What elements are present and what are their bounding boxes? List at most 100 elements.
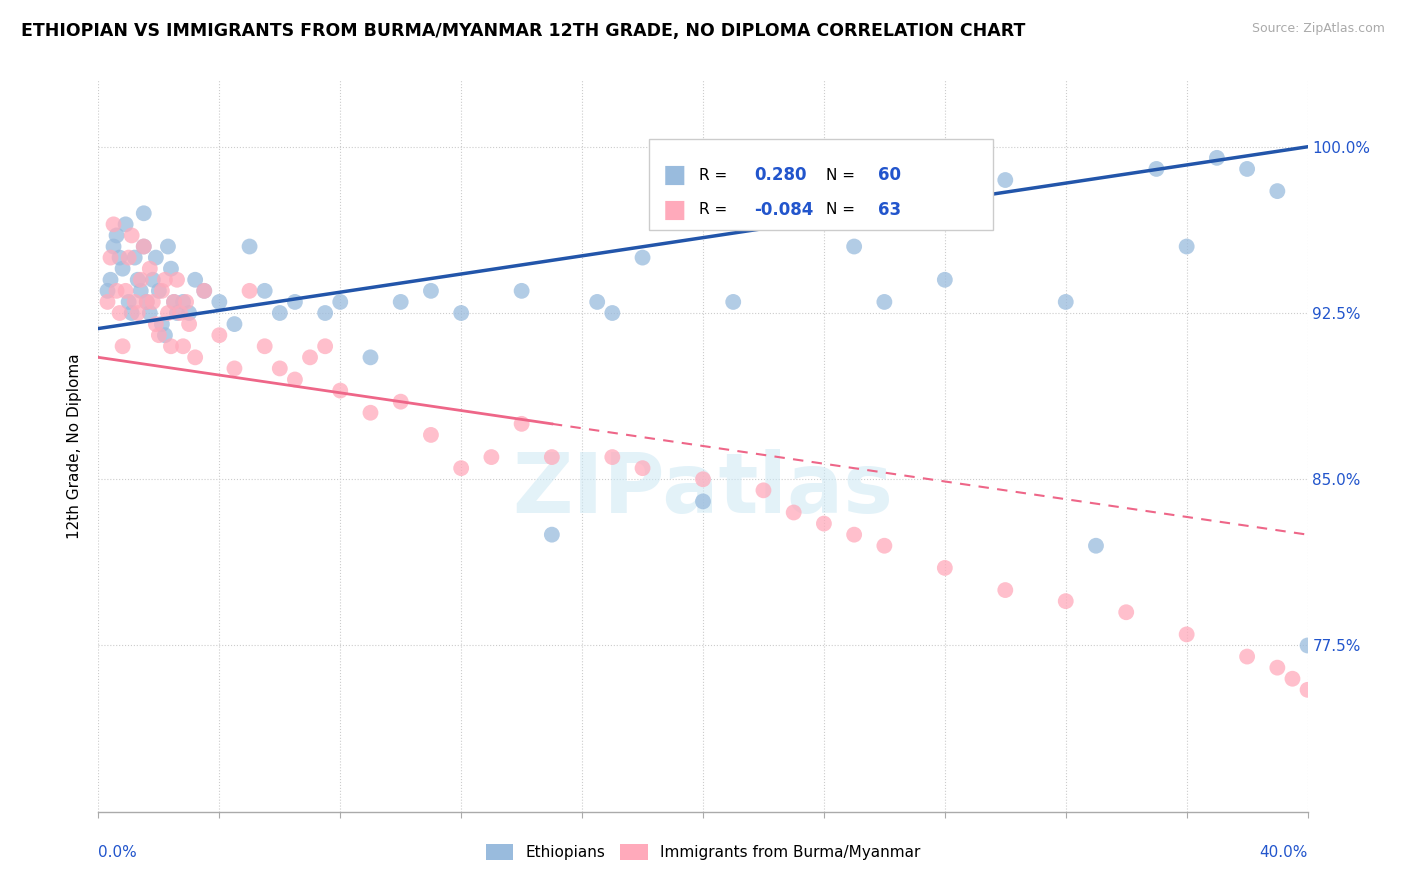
Text: ETHIOPIAN VS IMMIGRANTS FROM BURMA/MYANMAR 12TH GRADE, NO DIPLOMA CORRELATION CH: ETHIOPIAN VS IMMIGRANTS FROM BURMA/MYANM…	[21, 22, 1025, 40]
Point	[174, 294, 197, 309]
Point	[269, 306, 291, 320]
Point	[1296, 682, 1319, 697]
Point	[602, 306, 624, 320]
Point	[156, 306, 179, 320]
Point	[692, 494, 714, 508]
Point	[813, 516, 835, 531]
Point	[510, 284, 533, 298]
Point	[844, 239, 866, 253]
Point	[166, 273, 188, 287]
Point	[450, 461, 472, 475]
Point	[994, 583, 1017, 598]
Point	[184, 273, 207, 287]
Point	[208, 328, 231, 343]
Point	[172, 339, 194, 353]
Text: 63: 63	[879, 201, 901, 219]
Point	[150, 317, 173, 331]
Point	[148, 328, 170, 343]
Point	[193, 284, 215, 298]
Point	[129, 273, 152, 287]
Point	[510, 417, 533, 431]
Point	[142, 273, 165, 287]
Point	[224, 317, 246, 331]
Point	[142, 294, 165, 309]
Text: R =: R =	[699, 168, 733, 183]
Point	[193, 284, 215, 298]
Point	[1175, 627, 1198, 641]
Point	[103, 239, 125, 253]
Text: N =: N =	[827, 202, 860, 218]
Point	[873, 539, 896, 553]
Point	[100, 251, 122, 265]
Point	[166, 306, 188, 320]
Point	[1054, 594, 1077, 608]
Point	[160, 261, 183, 276]
Point	[1175, 239, 1198, 253]
Point	[1236, 161, 1258, 176]
Text: ■: ■	[664, 163, 686, 187]
Text: R =: R =	[699, 202, 733, 218]
Point	[135, 294, 157, 309]
Point	[145, 251, 167, 265]
Point	[105, 228, 128, 243]
Point	[114, 284, 136, 298]
Point	[783, 506, 806, 520]
Point	[105, 284, 128, 298]
Point	[1267, 660, 1289, 674]
Point	[100, 273, 122, 287]
Point	[692, 472, 714, 486]
Point	[208, 294, 231, 309]
Point	[873, 294, 896, 309]
Point	[389, 294, 412, 309]
Point	[1267, 184, 1289, 198]
Point	[96, 284, 118, 298]
Point	[631, 251, 654, 265]
Point	[224, 361, 246, 376]
Point	[111, 261, 134, 276]
Point	[1296, 639, 1319, 653]
Point	[314, 339, 336, 353]
Point	[1085, 539, 1108, 553]
Point	[111, 339, 134, 353]
Point	[132, 239, 155, 253]
Legend: Ethiopians, Immigrants from Burma/Myanmar: Ethiopians, Immigrants from Burma/Myanma…	[479, 838, 927, 866]
Point	[153, 328, 176, 343]
Point	[450, 306, 472, 320]
Point	[118, 294, 141, 309]
Point	[934, 561, 956, 575]
Point	[360, 351, 382, 365]
Point	[844, 527, 866, 541]
Point	[108, 251, 131, 265]
Point	[160, 339, 183, 353]
Point	[420, 428, 443, 442]
Point	[1236, 649, 1258, 664]
Point	[586, 294, 609, 309]
Point	[96, 294, 118, 309]
Point	[631, 461, 654, 475]
Text: 60: 60	[879, 167, 901, 185]
Point	[540, 450, 562, 464]
Point	[934, 273, 956, 287]
Point	[103, 218, 125, 232]
Point	[118, 251, 141, 265]
Point	[420, 284, 443, 298]
Text: N =: N =	[827, 168, 860, 183]
Point	[994, 173, 1017, 187]
Point	[239, 284, 262, 298]
Point	[139, 261, 162, 276]
Point	[148, 284, 170, 298]
Point	[121, 228, 143, 243]
Point	[135, 294, 157, 309]
Point	[602, 450, 624, 464]
Point	[314, 306, 336, 320]
Point	[1206, 151, 1229, 165]
Point	[132, 239, 155, 253]
Point	[360, 406, 382, 420]
Point	[299, 351, 322, 365]
Point	[127, 273, 149, 287]
Point	[540, 527, 562, 541]
Point	[114, 218, 136, 232]
Point	[752, 483, 775, 498]
Point	[284, 294, 307, 309]
Point	[1146, 161, 1168, 176]
